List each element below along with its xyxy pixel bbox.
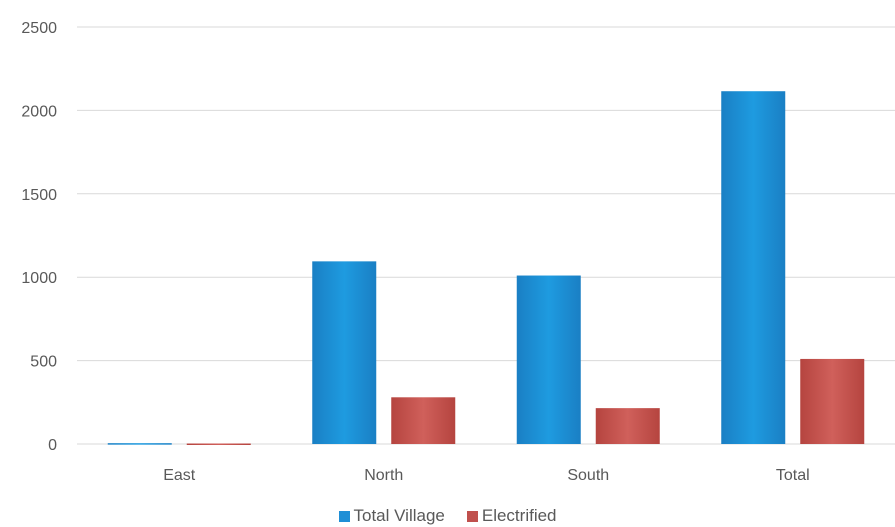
bar-electrified-total — [800, 358, 865, 444]
bar-total-village-east — [107, 443, 172, 445]
x-tick-label: Total — [776, 467, 810, 484]
x-tick-label: South — [567, 467, 609, 484]
bar-electrified-east — [186, 443, 251, 445]
legend-label-total-village: Total Village — [353, 506, 445, 525]
legend: Total Village Electrified — [0, 506, 895, 526]
bar-electrified-north — [391, 397, 456, 444]
x-tick-label: North — [364, 467, 403, 484]
bar-electrified-south — [595, 408, 660, 444]
bar-chart: 0 500 1000 1500 2000 2500 East North South Total — [21, 20, 895, 484]
legend-item-total-village: Total Village — [338, 506, 445, 526]
bar-total-village-north — [312, 261, 377, 444]
y-tick-label: 1500 — [21, 187, 57, 204]
legend-swatch-electrified — [466, 510, 478, 522]
y-tick-label: 0 — [48, 437, 57, 454]
y-tick-label: 2000 — [21, 103, 57, 120]
bar-total-village-total — [721, 91, 786, 444]
legend-item-electrified: Electrified — [466, 506, 557, 526]
bar-total-village-south — [516, 275, 581, 444]
x-axis-ticks: East North South Total — [163, 467, 809, 484]
y-axis-ticks: 0 500 1000 1500 2000 2500 — [21, 20, 57, 454]
x-tick-label: East — [163, 467, 196, 484]
legend-label-electrified: Electrified — [481, 506, 557, 525]
bars — [107, 91, 865, 445]
y-tick-label: 2500 — [21, 20, 57, 37]
legend-swatch-total-village — [338, 510, 350, 522]
y-tick-label: 500 — [30, 354, 57, 371]
y-tick-label: 1000 — [21, 270, 57, 287]
